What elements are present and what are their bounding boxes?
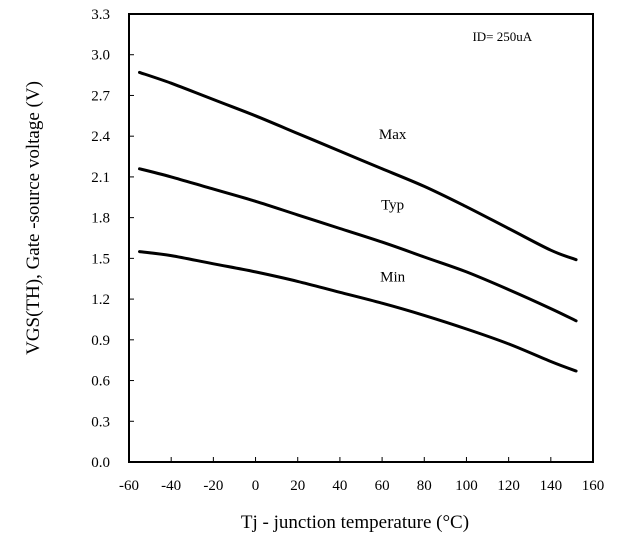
series-label-max: Max (379, 127, 407, 143)
y-tick-label: 2.4 (91, 129, 110, 145)
series-line-max (138, 70, 578, 262)
x-tick-label: 140 (540, 478, 563, 494)
x-tick-label: 0 (252, 478, 260, 494)
y-tick-label: 1.2 (91, 292, 110, 308)
y-tick-label: 0.3 (91, 414, 110, 430)
series-label-min: Min (380, 269, 406, 285)
x-tick-label: 80 (417, 478, 432, 494)
series-label-typ: Typ (381, 197, 404, 213)
x-tick-label: 100 (455, 478, 478, 494)
x-tick-label: 20 (290, 478, 305, 494)
series-line-min (138, 250, 578, 373)
y-tick-label: 0.0 (91, 455, 110, 471)
x-axis-label: Tj - junction temperature (°C) (241, 512, 469, 533)
series-line-typ (138, 167, 578, 323)
y-tick-label: 3.0 (91, 48, 110, 64)
y-tick-label: 0.9 (91, 333, 110, 349)
x-tick-label: -60 (119, 478, 139, 494)
y-tick-label: 1.5 (91, 251, 110, 267)
annotation-label: ID= 250uA (472, 29, 532, 44)
x-tick-label: 120 (497, 478, 520, 494)
y-tick-label: 2.7 (91, 88, 110, 104)
y-tick-label: 1.8 (91, 211, 110, 227)
x-tick-label: -40 (161, 478, 181, 494)
x-tick-label: 40 (332, 478, 347, 494)
plot-frame (128, 13, 594, 463)
x-tick-label: -20 (203, 478, 223, 494)
y-tick-label: 3.3 (91, 7, 110, 23)
y-tick-label: 0.6 (91, 374, 110, 390)
y-tick-label: 2.1 (91, 170, 110, 186)
x-tick-label: 60 (375, 478, 390, 494)
x-tick-label: 160 (582, 478, 605, 494)
y-axis-label: VGS(TH), Gate -source voltage (V) (23, 81, 44, 355)
